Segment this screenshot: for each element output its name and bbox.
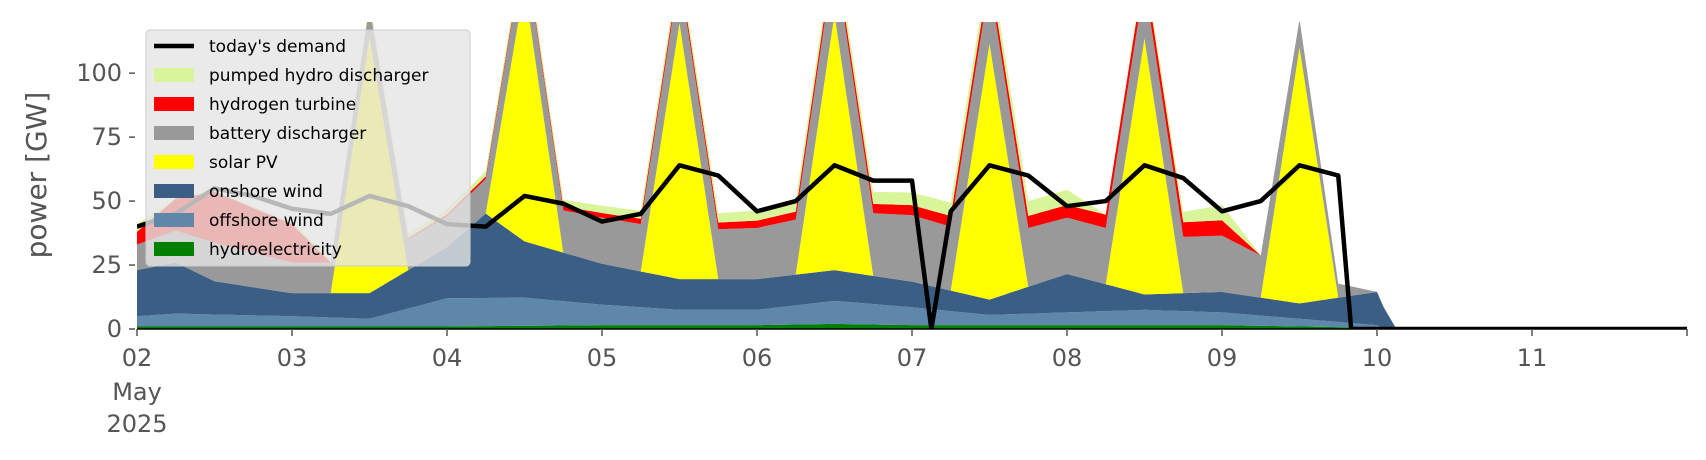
y-tick-label: 75 — [91, 123, 122, 151]
legend-label: battery discharger — [209, 124, 366, 144]
legend-swatch — [154, 242, 194, 256]
x-tick-sublabel: 2025 — [106, 410, 167, 438]
legend-label: solar PV — [209, 153, 278, 173]
legend-swatch — [154, 213, 194, 227]
area-battery-discharger — [137, 22, 1687, 329]
x-tick-label: 04 — [432, 344, 463, 372]
y-axis: 0 25 50 75 100 — [76, 59, 135, 343]
x-tick-label: 11 — [1517, 344, 1548, 372]
legend-swatch — [154, 97, 194, 111]
legend-label: hydrogen turbine — [209, 95, 356, 115]
x-tick-sublabel: May — [112, 378, 162, 406]
x-tick-label: 03 — [277, 344, 308, 372]
y-axis-label: power [GW] — [20, 92, 53, 259]
legend-label: pumped hydro discharger — [209, 66, 428, 86]
y-tick-label: 0 — [107, 315, 122, 343]
legend: today's demand pumped hydro discharger hyd… — [145, 29, 471, 267]
x-tick-label: 02 — [122, 344, 153, 372]
y-tick-label: 25 — [91, 251, 122, 279]
legend-label: today's demand — [209, 37, 346, 57]
x-tick-label: 10 — [1362, 344, 1393, 372]
area-offshore-wind — [137, 297, 1687, 329]
x-tick-label: 08 — [1052, 344, 1083, 372]
y-tick-label: 100 — [76, 59, 122, 87]
legend-swatch — [154, 68, 194, 82]
legend-label: offshore wind — [209, 211, 324, 231]
area-hydroelectricity — [137, 323, 1687, 329]
legend-swatch — [154, 126, 194, 140]
stacked-area-layer — [137, 22, 1687, 329]
area-onshore-wind — [137, 213, 1687, 329]
legend-swatch — [154, 184, 194, 198]
legend-box — [145, 29, 471, 267]
x-axis: 02 May 2025 03 04 05 06 07 08 09 10 11 — [106, 329, 1688, 438]
x-tick-label: 09 — [1207, 344, 1238, 372]
x-tick-label: 05 — [587, 344, 618, 372]
x-tick-label: 06 — [742, 344, 773, 372]
plot-area — [137, 22, 1687, 329]
y-tick-label: 50 — [91, 187, 122, 215]
x-tick-label: 07 — [897, 344, 928, 372]
legend-label: hydroelectricity — [209, 240, 342, 260]
legend-swatch — [154, 155, 194, 169]
legend-label: onshore wind — [209, 182, 323, 202]
area-solar-pv — [137, 22, 1687, 329]
